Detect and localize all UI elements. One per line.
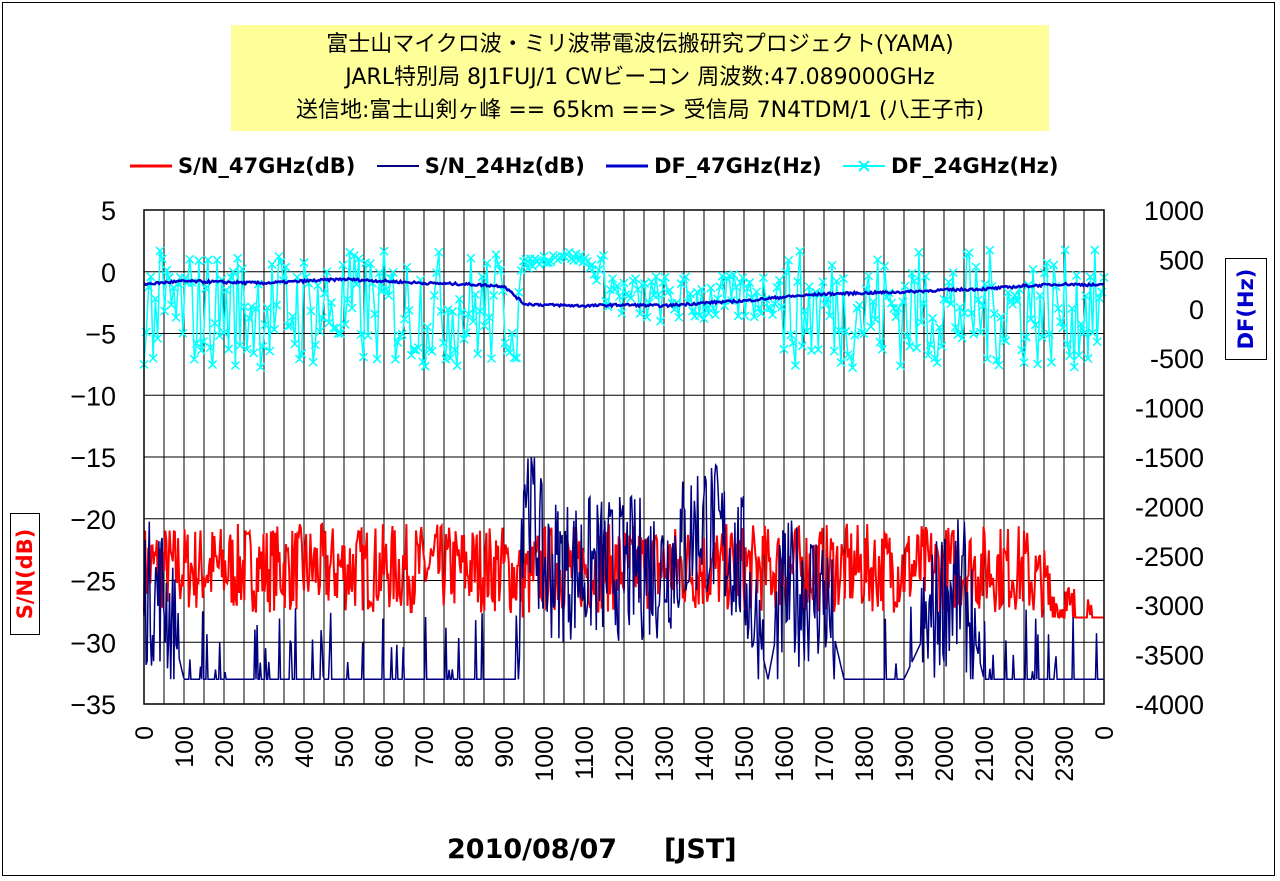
x-tick-label: 200 bbox=[211, 726, 239, 768]
series-df47-line bbox=[143, 276, 1105, 309]
x-tick-label: 1000 bbox=[531, 726, 559, 782]
legend-item-sn47: S/N_47GHz(dB) bbox=[130, 154, 355, 178]
y-axis-right-title: DF(Hz) bbox=[1225, 258, 1267, 360]
series-sn24-line bbox=[143, 456, 1104, 681]
x-tick-label: 1900 bbox=[891, 726, 919, 782]
y-axis-left-label: S/N(dB) bbox=[13, 528, 37, 620]
legend-label-df47: DF_47GHz(Hz) bbox=[654, 154, 822, 178]
x-tick-label: 700 bbox=[411, 726, 439, 768]
x-tick-label: 0 bbox=[1091, 726, 1119, 740]
y-axis-right-label: DF(Hz) bbox=[1234, 268, 1258, 350]
legend-label-sn24: S/N_24Hz(dB) bbox=[424, 154, 585, 178]
legend: S/N_47GHz(dB) S/N_24Hz(dB) DF_47GHz(Hz) … bbox=[130, 154, 1073, 184]
legend-item-df47: DF_47GHz(Hz) bbox=[606, 154, 822, 178]
title-line-1: 富士山マイクロ波・ミリ波帯電波伝搬研究プロジェクト(YAMA) bbox=[326, 32, 954, 57]
x-tick-label: 300 bbox=[251, 726, 279, 768]
y-right-tick-label: -3500 bbox=[1135, 641, 1204, 671]
x-tick-label: 1700 bbox=[811, 726, 839, 782]
data-series bbox=[139, 245, 1109, 681]
y-right-tick-label: -1000 bbox=[1135, 394, 1204, 424]
title-line-3: 送信地:富士山剣ヶ峰 == 65km ==> 受信局 7N4TDM/1 (八王子… bbox=[295, 98, 985, 123]
y-left-tick-label: −15 bbox=[70, 443, 116, 473]
x-tick-label: 1600 bbox=[771, 726, 799, 782]
x-tick-label: 2000 bbox=[931, 726, 959, 782]
legend-swatch-df47 bbox=[606, 164, 649, 168]
y-right-tick-label: 0 bbox=[1189, 295, 1204, 325]
y-left-tick-label: −20 bbox=[70, 505, 116, 535]
x-tick-label: 2100 bbox=[971, 726, 999, 782]
x-tick-label: 1100 bbox=[571, 726, 599, 780]
y-left-tick-label: −5 bbox=[85, 320, 116, 350]
x-axis-title: 2010/08/07 [JST] bbox=[447, 834, 737, 865]
plot-area-border bbox=[143, 209, 1105, 705]
y-right-tick-label: -500 bbox=[1150, 344, 1204, 374]
x-tick-label: 400 bbox=[291, 726, 319, 768]
y-right-tick-label: -2500 bbox=[1135, 542, 1204, 572]
y-left-tick-label: −35 bbox=[70, 690, 116, 720]
y-left-tick-label: −10 bbox=[70, 381, 116, 411]
legend-swatch-df24 bbox=[842, 160, 885, 172]
x-tick-label: 1500 bbox=[731, 726, 759, 782]
x-tick-label: 1400 bbox=[691, 726, 719, 782]
y-right-tick-label: 500 bbox=[1159, 245, 1204, 275]
y-left-tick-label: −25 bbox=[70, 567, 116, 597]
y-right-tick-label: -3000 bbox=[1135, 591, 1204, 621]
x-tick-label: 600 bbox=[371, 726, 399, 768]
legend-swatch-sn24 bbox=[376, 165, 419, 167]
legend-label-sn47: S/N_47GHz(dB) bbox=[178, 154, 356, 178]
x-tick-label: 2300 bbox=[1051, 726, 1079, 782]
chart-title: 富士山マイクロ波・ミリ波帯電波伝搬研究プロジェクト(YAMA) JARL特別局 … bbox=[231, 25, 1049, 131]
y-right-tick-label: -2000 bbox=[1135, 492, 1204, 522]
y-left-tick-label: −30 bbox=[70, 628, 116, 658]
x-tick-label: 0 bbox=[131, 726, 159, 740]
title-line-2: JARL特別局 8J1FUJ/1 CWビーコン 周波数:47.089000GHz bbox=[345, 65, 935, 90]
y-axis-left-title: S/N(dB) bbox=[10, 513, 40, 635]
x-tick-label: 1800 bbox=[851, 726, 879, 782]
x-tick-label: 500 bbox=[331, 726, 359, 768]
x-tick-label: 1200 bbox=[611, 726, 639, 782]
y-right-tick-label: 1000 bbox=[1144, 196, 1204, 226]
legend-swatch-sn47 bbox=[130, 164, 172, 168]
y-left-tick-label: 5 bbox=[101, 196, 116, 226]
y-right-tick-label: -4000 bbox=[1135, 690, 1204, 720]
y-right-tick-label: -1500 bbox=[1135, 443, 1204, 473]
x-tick-label: 1300 bbox=[651, 726, 679, 782]
x-tick-label: 2200 bbox=[1011, 726, 1039, 782]
legend-item-df24: DF_24GHz(Hz) bbox=[842, 154, 1059, 178]
y-left-tick-label: 0 bbox=[101, 258, 116, 288]
legend-item-sn24: S/N_24Hz(dB) bbox=[376, 154, 585, 178]
tick-labels: 50−5−10−15−20−25−30−3510005000-500-1000-… bbox=[70, 196, 1204, 782]
x-tick-label: 900 bbox=[491, 726, 519, 768]
x-tick-label: 100 bbox=[171, 726, 199, 768]
legend-label-df24: DF_24GHz(Hz) bbox=[890, 154, 1059, 178]
x-tick-label: 800 bbox=[451, 726, 479, 768]
grid bbox=[143, 209, 1105, 705]
